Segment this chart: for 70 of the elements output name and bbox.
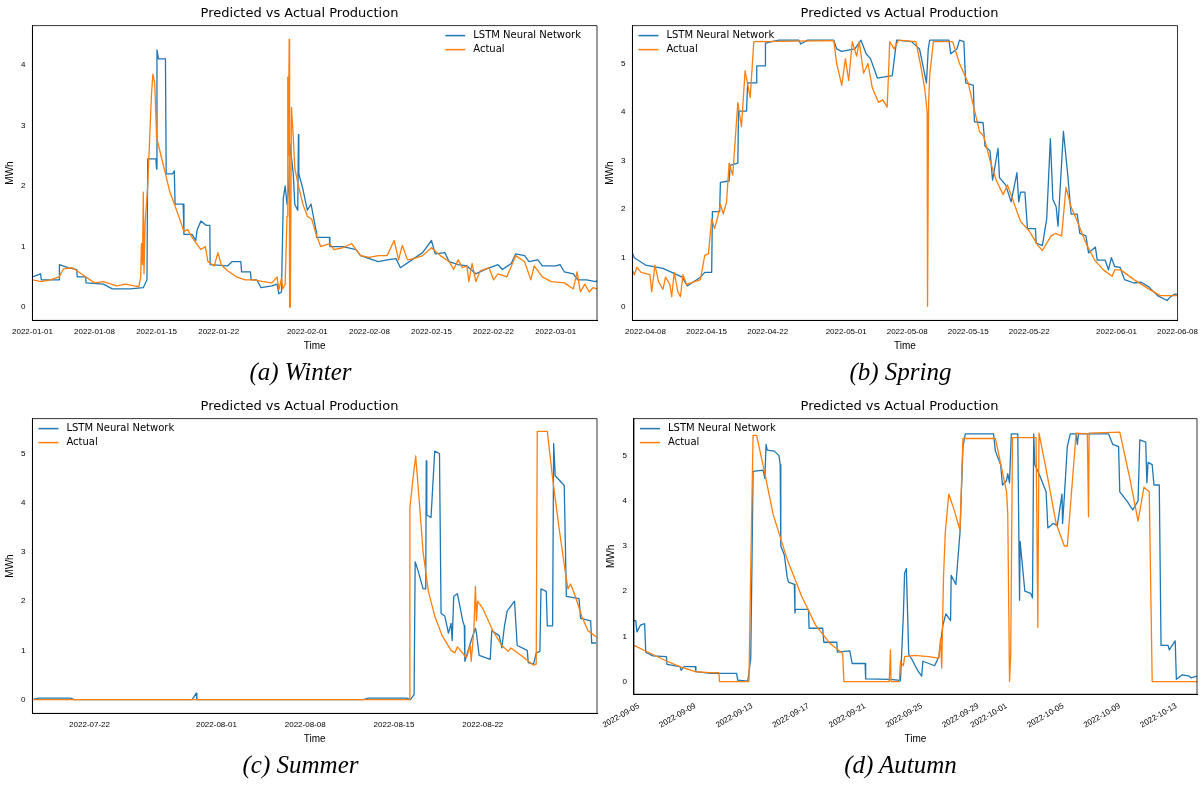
- y-tick-label: 5: [621, 58, 626, 68]
- y-tick-label: 4: [621, 107, 626, 117]
- y-tick-label: 1: [621, 252, 626, 262]
- y-tick-label: 0: [621, 301, 626, 311]
- x-tick-label: 2022-01-15: [136, 327, 178, 337]
- y-tick-label: 4: [622, 496, 628, 506]
- y-tick-label: 2: [622, 586, 628, 596]
- x-axis-title: Time: [303, 339, 327, 351]
- y-tick-label: 2: [21, 181, 26, 191]
- x-axis-title: Time: [904, 732, 927, 744]
- y-tick-label: 1: [622, 631, 628, 641]
- x-tick-label: 2022-04-08: [625, 327, 667, 337]
- y-tick-label: 2: [21, 596, 26, 606]
- x-tick-label: 2022-01-08: [74, 327, 116, 337]
- legend-label: Actual: [66, 436, 98, 448]
- y-axis-title: MWh: [603, 161, 615, 185]
- x-tick-label: 2022-07-22: [69, 720, 111, 730]
- x-tick-label: 2022-05-08: [886, 327, 929, 337]
- x-tick-label: 2022-02-01: [286, 327, 329, 337]
- y-tick-label: 4: [21, 497, 26, 507]
- legend-label: LSTM Neural Network: [473, 29, 582, 41]
- x-tick-label: 2022-02-15: [411, 327, 453, 337]
- legend-label: LSTM Neural Network: [66, 422, 175, 434]
- x-tick-label: 2022-02-22: [473, 327, 515, 337]
- y-tick-label: 3: [21, 547, 26, 557]
- y-tick-label: 4: [21, 60, 26, 70]
- text: (a) Winter: [248, 358, 353, 386]
- legend-label: Actual: [667, 436, 700, 448]
- x-tick-label: 2022-08-22: [462, 720, 504, 730]
- y-tick-label: 1: [21, 241, 26, 251]
- y-tick-label: 3: [21, 120, 26, 130]
- x-tick-label: 2022-04-15: [686, 327, 728, 337]
- text: (d) Autumn: [843, 751, 958, 779]
- legend-label: Actual: [666, 43, 698, 55]
- x-tick-label: 2022-05-15: [947, 327, 990, 337]
- y-tick-label: 0: [21, 694, 26, 704]
- x-tick-label: 2022-01-01: [11, 327, 54, 337]
- y-tick-label: 5: [21, 448, 26, 458]
- y-axis-title: MWh: [3, 161, 15, 185]
- chart-title: Predicted vs Actual Production: [800, 5, 999, 21]
- x-tick-label: 2022-01-22: [198, 327, 240, 337]
- x-tick-label: 2022-08-08: [284, 720, 327, 730]
- x-tick-label: 2022-08-15: [373, 720, 416, 730]
- x-tick-label: 2022-06-08: [1157, 327, 1199, 337]
- y-tick-label: 2: [621, 204, 626, 214]
- x-tick-label: 2022-05-22: [1008, 327, 1051, 337]
- text: (b) Spring: [848, 358, 953, 386]
- x-tick-label: 2022-06-01: [1096, 327, 1138, 337]
- x-tick-label: 2022-03-01: [535, 327, 577, 337]
- legend-label: LSTM Neural Network: [666, 29, 775, 41]
- y-axis-title: MWh: [605, 544, 617, 569]
- legend-label: Actual: [473, 43, 505, 55]
- x-tick-label: 2022-08-01: [195, 720, 238, 730]
- y-tick-label: 0: [21, 302, 26, 312]
- y-tick-label: 3: [621, 155, 626, 165]
- x-tick-label: 2022-05-01: [825, 327, 868, 337]
- chart-title: Predicted vs Actual Production: [200, 5, 399, 21]
- x-axis-title: Time: [894, 339, 917, 351]
- x-tick-label: 2022-04-22: [747, 327, 789, 337]
- x-axis-title: Time: [303, 732, 327, 744]
- chart-title: Predicted vs Actual Production: [200, 398, 399, 414]
- x-tick-label: 2022-02-08: [348, 327, 391, 337]
- y-axis-title: MWh: [3, 554, 15, 578]
- legend-label: LSTM Neural Network: [667, 422, 776, 434]
- y-tick-label: 1: [21, 645, 26, 655]
- y-tick-label: 0: [622, 676, 628, 686]
- chart-title: Predicted vs Actual Production: [800, 398, 999, 414]
- y-tick-label: 3: [622, 541, 628, 551]
- text: (c) Summer: [241, 751, 360, 779]
- y-tick-label: 5: [622, 450, 628, 460]
